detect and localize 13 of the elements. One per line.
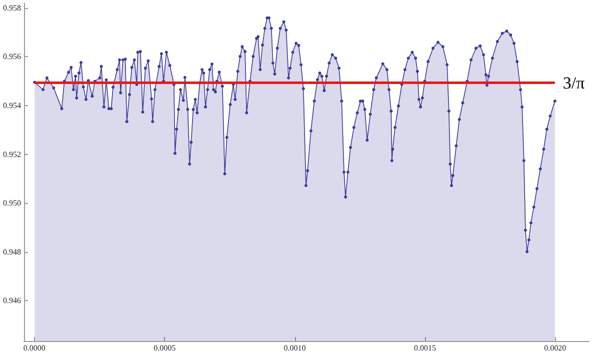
y-tick-label: 0.958 xyxy=(3,3,21,12)
x-tick-label: 0.0010 xyxy=(284,344,306,352)
y-tick-label: 0.948 xyxy=(3,247,21,256)
ref-line-label: 3/π xyxy=(562,73,586,92)
y-tick-label: 0.952 xyxy=(3,150,21,159)
y-tick-label: 0.956 xyxy=(3,52,21,62)
y-tick-label: 0.954 xyxy=(3,101,21,110)
x-tick-label: 0.0000 xyxy=(23,344,46,352)
y-tick-label: 0.950 xyxy=(3,198,21,208)
x-tick-label: 0.0005 xyxy=(154,344,176,352)
y-tick-label: 0.946 xyxy=(3,296,21,306)
x-tick-label: 0.0015 xyxy=(414,344,436,352)
x-tick-label: 0.0020 xyxy=(544,344,566,352)
